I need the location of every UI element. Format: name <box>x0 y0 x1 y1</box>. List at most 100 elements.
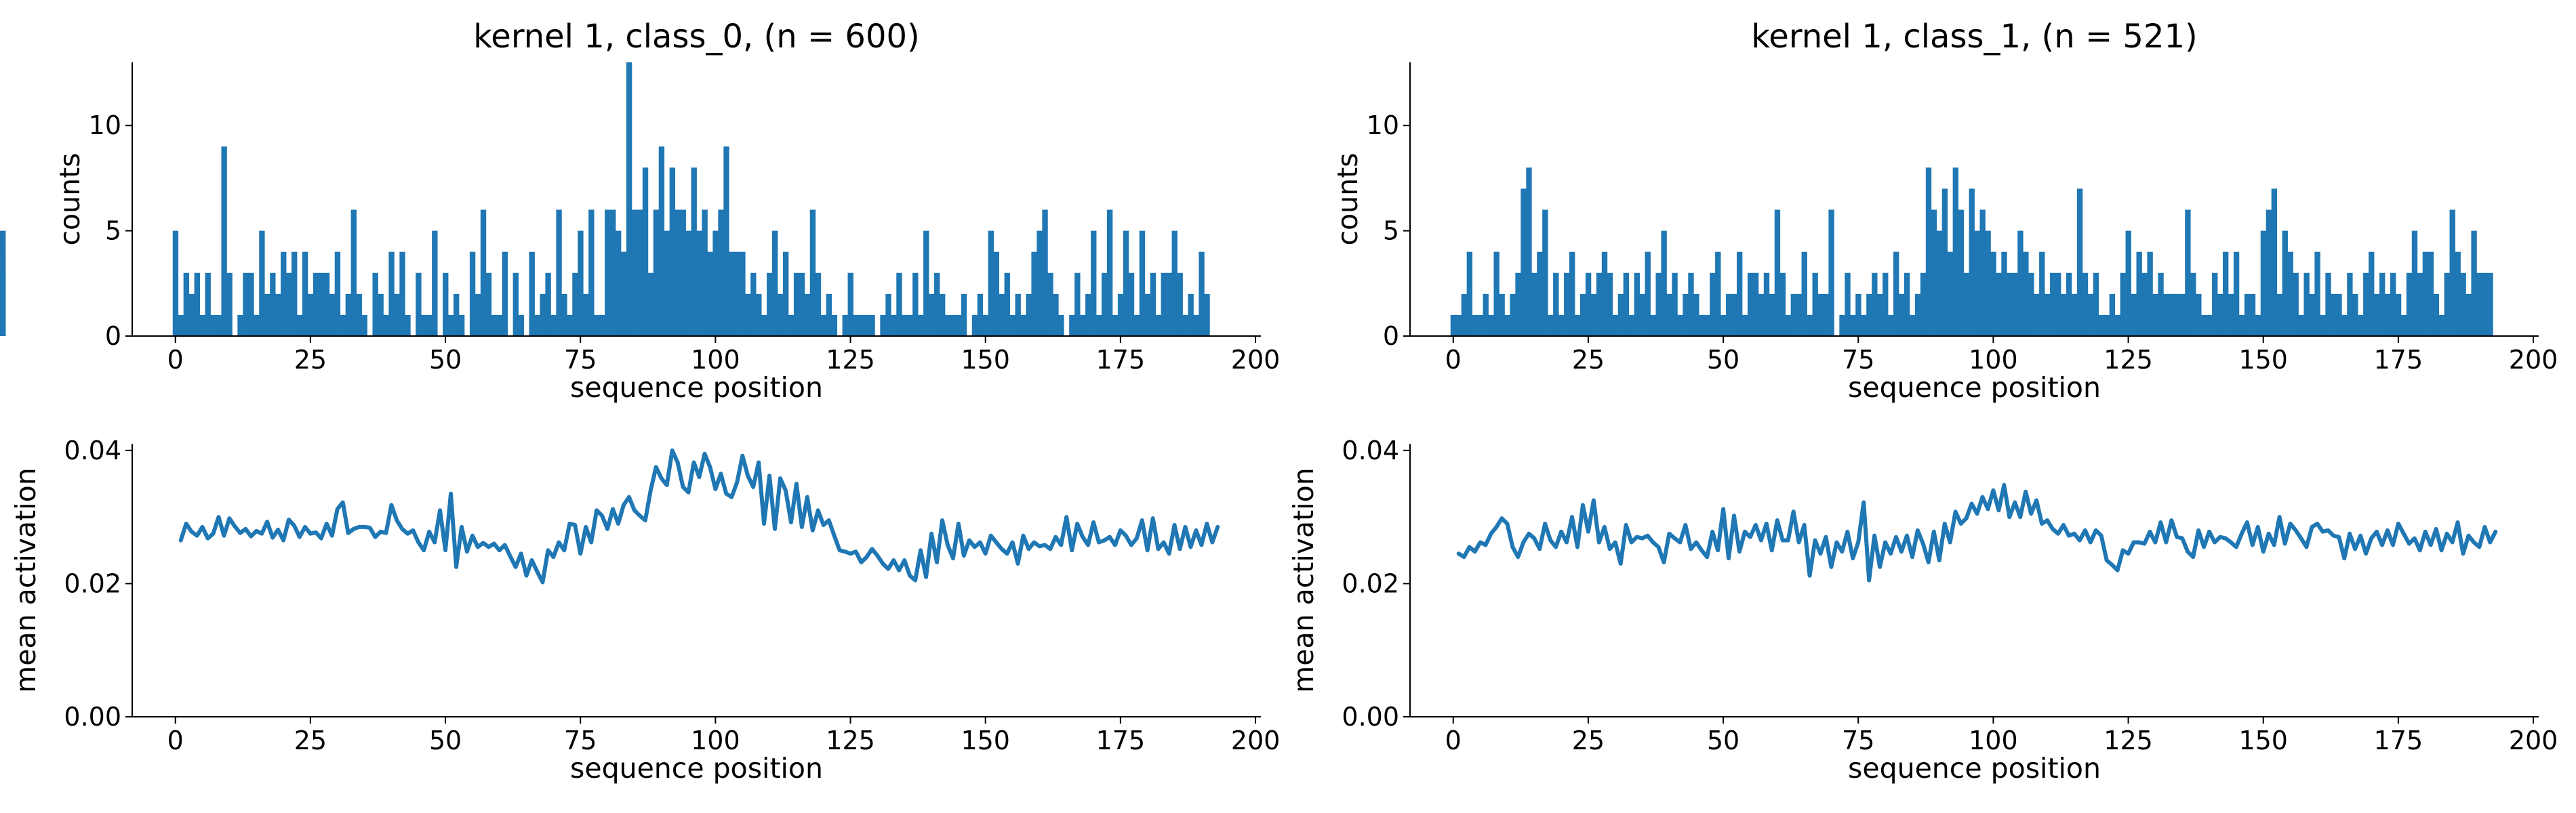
histogram-bar <box>469 251 476 336</box>
histogram-bar <box>653 209 660 336</box>
histogram-bar <box>313 272 319 336</box>
histogram-bar <box>1639 293 1645 336</box>
histogram-bar <box>383 314 389 336</box>
histogram-bar <box>1720 314 1727 336</box>
histogram-bar <box>902 314 908 336</box>
histogram-bar <box>2131 293 2137 336</box>
y-tick-label: 0 <box>105 321 121 351</box>
histogram-bar <box>172 230 179 336</box>
histogram-bar <box>243 272 249 336</box>
histogram-bar <box>237 314 243 336</box>
histogram-bar <box>675 209 681 336</box>
histogram-bar <box>2444 272 2450 336</box>
histogram-bar <box>680 209 686 336</box>
histogram-bar <box>647 272 654 336</box>
histogram-bar <box>912 272 919 336</box>
histogram-bar <box>372 272 378 336</box>
histogram-bar <box>281 251 287 336</box>
x-tick-label: 50 <box>429 345 462 375</box>
histogram-bar <box>2276 293 2282 336</box>
histogram-bar <box>1177 272 1183 336</box>
histogram-bar <box>199 314 205 336</box>
histogram-bar <box>1074 272 1081 336</box>
histogram-bar <box>1080 314 1086 336</box>
histogram-bar <box>664 230 670 336</box>
histogram-bar <box>1488 314 1494 336</box>
x-tick-label: 150 <box>961 726 1010 755</box>
histogram-bar <box>2438 314 2444 336</box>
histogram-bar <box>567 314 573 336</box>
histogram-bar <box>1053 293 1059 336</box>
histogram-bar <box>1009 314 1015 336</box>
histogram-bar <box>988 230 994 336</box>
histogram-bar <box>1736 251 1743 336</box>
x-tick-label: 100 <box>1969 345 2018 375</box>
histogram-bar <box>2076 188 2083 336</box>
histogram-bar <box>2169 293 2175 336</box>
histogram-bar <box>809 209 816 336</box>
histogram-bar <box>588 209 595 336</box>
histogram-bar <box>572 272 578 336</box>
histogram-bar <box>1493 251 1500 336</box>
histogram-bar <box>712 230 719 336</box>
histogram-bar <box>869 314 875 336</box>
histogram-bar <box>2309 293 2315 336</box>
histogram-bar <box>2395 293 2402 336</box>
histogram-bar <box>2244 293 2251 336</box>
x-tick-label: 175 <box>2374 726 2423 755</box>
histogram-bar <box>2196 293 2202 336</box>
x-axis-label: sequence position <box>570 371 823 404</box>
histogram-bar <box>296 314 303 336</box>
histogram-bar <box>923 230 929 336</box>
histogram-bar <box>750 272 757 336</box>
histogram-bar <box>2147 251 2153 336</box>
histogram-bar <box>2282 230 2288 336</box>
histogram-bar <box>1726 293 1732 336</box>
histogram-bar <box>2249 293 2256 336</box>
histogram-bar <box>275 293 281 336</box>
histogram-bar <box>2109 293 2116 336</box>
histogram-bar <box>1839 314 1845 336</box>
histogram-bar <box>534 314 540 336</box>
histogram-bar <box>194 272 200 336</box>
histogram-bar <box>1058 314 1064 336</box>
histogram-bar <box>1585 272 1592 336</box>
histogram-bar <box>188 293 195 336</box>
y-axis-label: mean activation <box>1287 467 1320 692</box>
histogram-bar <box>740 251 746 336</box>
histogram-bar <box>767 272 773 336</box>
histogram-bar <box>226 272 233 336</box>
histogram-bar <box>1085 293 1091 336</box>
histogram-bar <box>2163 293 2169 336</box>
histogram-bar <box>2082 272 2089 336</box>
histogram-bar <box>756 293 762 336</box>
histogram-bar <box>1128 272 1135 336</box>
histogram-bar <box>2303 272 2310 336</box>
histogram-bar <box>1499 293 1505 336</box>
histogram-bar <box>350 209 357 336</box>
histogram-bar <box>1801 251 1807 336</box>
histogram-bar <box>1042 209 1048 336</box>
histogram-bar <box>2152 293 2158 336</box>
x-axis-label: sequence position <box>1848 371 2101 404</box>
histogram-bar <box>1855 293 1861 336</box>
histogram-bar <box>658 146 665 337</box>
histogram-bar <box>885 293 891 336</box>
histogram-bar <box>1925 167 1932 336</box>
histogram-bar <box>2233 251 2240 336</box>
histogram-bar <box>2449 209 2455 336</box>
histogram-bar <box>1628 314 1635 336</box>
histogram-bar <box>1091 230 1097 336</box>
histogram-bar <box>1958 209 1964 336</box>
histogram-bar <box>1807 314 1813 336</box>
histogram-bar <box>1655 272 1662 336</box>
y-tick-label: 0 <box>1383 321 1399 351</box>
histogram-bar <box>1596 272 1603 336</box>
histogram-bar <box>1548 314 1554 336</box>
histogram-bar <box>1461 293 1468 336</box>
y-tick-label: 5 <box>1383 216 1399 246</box>
histogram-bar <box>2098 314 2105 336</box>
chart-panel-0: 0 25 50 75 100 125 150 175 200 0 5 10 sequence posit… <box>0 18 1280 404</box>
histogram-bar <box>1688 272 1694 336</box>
